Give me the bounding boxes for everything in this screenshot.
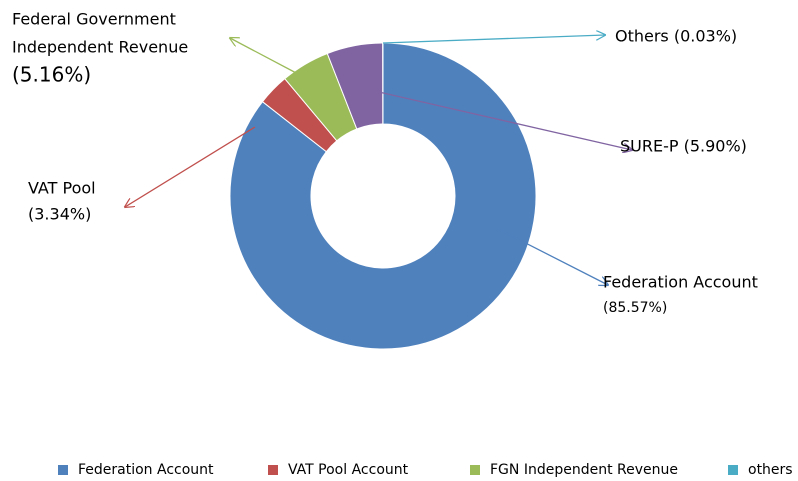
legend-text: others — [748, 462, 793, 478]
callout-arrow — [382, 35, 605, 44]
callout-arrow — [369, 89, 632, 150]
callout-arrow — [230, 38, 301, 76]
legend-text: VAT Pool Account — [288, 462, 409, 478]
data-label: SURE-P (5.90%) — [620, 137, 747, 156]
data-label: Others (0.03%) — [615, 27, 737, 46]
data-label: (5.16%) — [12, 63, 91, 87]
legend-marker — [728, 465, 738, 475]
donut-slice — [229, 42, 537, 350]
legend-text: FGN Independent Revenue — [490, 462, 678, 478]
legend-marker — [58, 465, 68, 475]
data-label: VAT Pool — [28, 179, 96, 198]
data-label: Independent Revenue — [12, 38, 188, 57]
data-label: (85.57%) — [603, 300, 667, 316]
legend-marker — [470, 465, 480, 475]
legend-text: Federation Account — [78, 462, 214, 478]
callout-arrow — [499, 229, 608, 285]
data-label: Federal Government — [12, 10, 176, 29]
callout-arrow — [125, 126, 256, 207]
data-label: Federation Account — [603, 273, 758, 292]
legend-marker — [268, 465, 278, 475]
data-label: (3.34%) — [28, 205, 91, 224]
